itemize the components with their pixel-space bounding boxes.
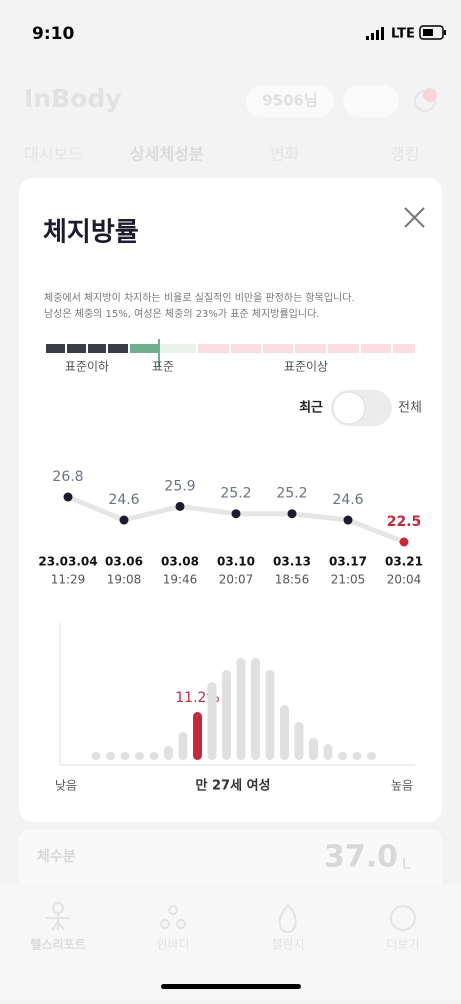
dist-bar <box>280 705 289 760</box>
toggle-knob <box>332 391 366 425</box>
time-label: 20:04 <box>387 573 422 587</box>
dist-bar <box>236 658 246 760</box>
point <box>343 515 353 525</box>
points-pill <box>246 85 334 117</box>
value-label: 24.6 <box>108 492 139 508</box>
dist-bar <box>164 746 173 760</box>
tab[interactable]: 변화 <box>270 145 300 164</box>
dist-bar <box>91 752 101 760</box>
toggle-label: 최근 <box>299 401 323 416</box>
dist-bar <box>222 670 231 760</box>
bg-card <box>19 830 442 890</box>
date-label: 03.10 <box>217 555 255 569</box>
tab[interactable]: 상세체성분 <box>130 145 204 164</box>
nav-item[interactable]: 인바디 <box>156 938 189 952</box>
value-label: 25.9 <box>164 478 195 494</box>
scale-label: 표준 <box>152 360 174 374</box>
time-label: 11:29 <box>51 573 86 587</box>
date-label: 03.21 <box>385 555 423 569</box>
dist-bar <box>352 752 362 760</box>
dist-bar <box>323 744 333 760</box>
scale-label: 표준이상 <box>284 360 328 374</box>
status-network: LTE <box>391 27 415 42</box>
dist-bar <box>309 738 318 760</box>
date-label: 23.03.04 <box>38 555 97 569</box>
nav-icons <box>46 902 416 934</box>
card-unit: L <box>402 855 411 873</box>
time-label: 19:46 <box>163 573 198 587</box>
dist-bar <box>294 722 304 760</box>
scale-label: 표준이하 <box>65 360 109 374</box>
dist-bar <box>251 658 260 760</box>
modal-title: 체지방률 <box>43 218 139 248</box>
nav-item[interactable]: 더보기 <box>386 938 419 952</box>
tab[interactable]: 랭킹 <box>390 145 419 164</box>
signal <box>366 27 384 40</box>
value-label: 25.2 <box>276 486 307 502</box>
range-bar <box>46 339 415 367</box>
dist-bar <box>207 682 217 760</box>
points: 9506님 <box>262 92 318 110</box>
value-label: 22.5 <box>387 514 422 530</box>
status-time: 9:10 <box>32 24 74 44</box>
description: 체중에서 체지방이 차지하는 비율로 실질적인 비만을 판정하는 항목입니다. <box>44 291 355 304</box>
value-label: 24.6 <box>332 492 363 508</box>
badge <box>423 88 437 102</box>
point <box>399 537 409 547</box>
dist-bar <box>178 732 188 760</box>
point <box>119 515 129 525</box>
description: 남성은 체중의 15%, 여성은 체중의 23%가 표준 체지방률입니다. <box>44 307 319 320</box>
nav-item[interactable]: 챌린지 <box>271 938 304 952</box>
date-label: 03.06 <box>105 555 143 569</box>
close-button[interactable] <box>404 207 425 228</box>
home-indicator <box>161 984 301 989</box>
nav-bar <box>0 885 461 1000</box>
point <box>63 492 73 502</box>
date-label: 03.17 <box>329 555 367 569</box>
card-label: 체수분 <box>37 849 76 865</box>
point <box>231 509 241 519</box>
date-label: 03.08 <box>161 555 199 569</box>
dist-bar <box>367 752 376 760</box>
dist-high: 높음 <box>391 779 413 793</box>
dist-bar <box>135 752 144 760</box>
time-label: 19:08 <box>107 573 142 587</box>
card-value: 37.0 <box>324 840 398 875</box>
point <box>175 501 185 511</box>
dist-group: 만 27세 여성 <box>196 778 271 794</box>
battery <box>419 25 446 40</box>
value-label: 25.2 <box>220 486 251 502</box>
toggle-label: 전체 <box>398 401 422 416</box>
dist-bar <box>106 752 115 760</box>
dist-bar <box>120 752 130 760</box>
time-label: 18:56 <box>275 573 310 587</box>
time-label: 21:05 <box>331 573 366 587</box>
dist-bar <box>338 752 347 760</box>
dist-bar <box>193 712 202 760</box>
barcode-pill[interactable] <box>343 85 399 117</box>
modal: 체지방률 체중에서 체지방이 차지하는 비율로 실질적인 비만을 판정하는 항목… <box>19 178 442 822</box>
dist-bar <box>149 752 159 760</box>
logo: InBody <box>24 84 122 113</box>
time-label: 20:07 <box>219 573 254 587</box>
nav-item[interactable]: 헬스리포트 <box>30 937 85 952</box>
dist-low: 낮음 <box>55 779 77 793</box>
value-label: 26.8 <box>52 469 83 485</box>
date-label: 03.13 <box>273 555 311 569</box>
point <box>287 509 297 519</box>
dist-bar <box>265 670 275 760</box>
tab[interactable]: 대시보드 <box>24 145 83 164</box>
